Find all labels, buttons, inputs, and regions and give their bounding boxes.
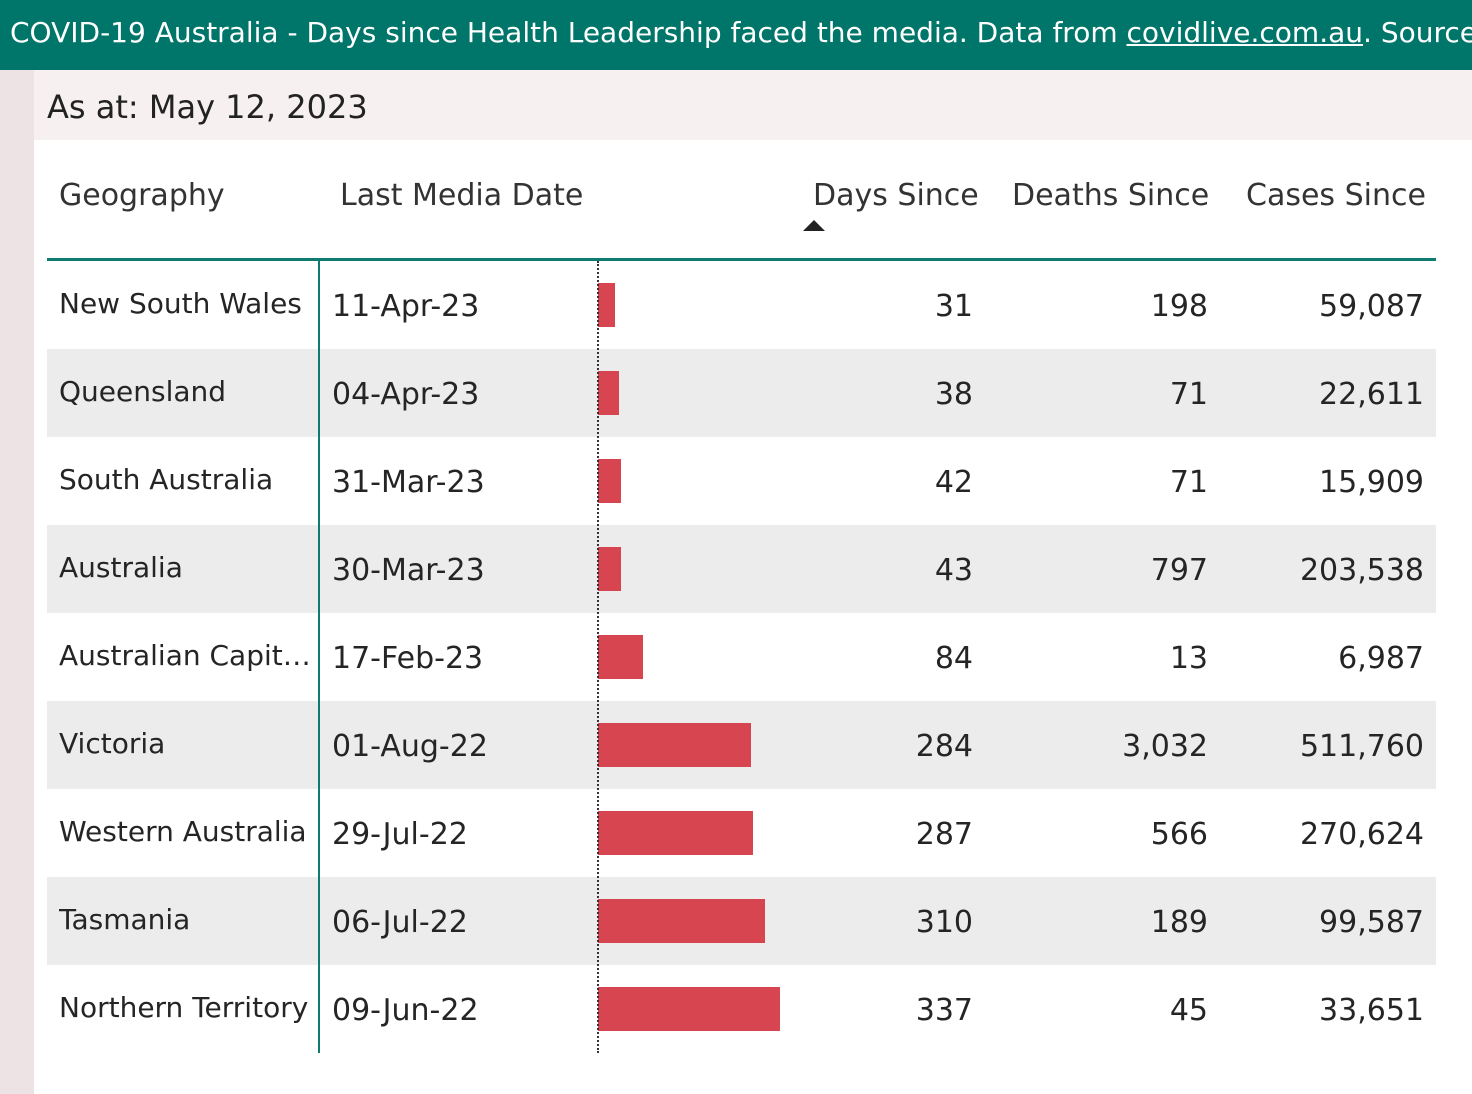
geography-cell: Victoria bbox=[59, 727, 166, 760]
cases-since-cell: 270,624 bbox=[1299, 817, 1424, 852]
days-since-cell: 284 bbox=[915, 729, 973, 764]
geography-cell: South Australia bbox=[59, 463, 274, 496]
table-body: New South Wales 11-Apr-23 31 198 59,087 Queen… bbox=[47, 261, 1436, 1053]
days-since-bar bbox=[598, 371, 619, 415]
days-since-bar bbox=[598, 899, 765, 943]
last-media-date-cell: 30-Mar-23 bbox=[332, 553, 485, 588]
table-row[interactable]: South Australia 31-Mar-23 42 71 15,909 bbox=[47, 437, 1436, 525]
days-since-cell: 38 bbox=[934, 377, 973, 412]
cases-since-cell: 6,987 bbox=[1338, 641, 1424, 676]
deaths-since-cell: 71 bbox=[1169, 377, 1208, 412]
geography-cell: Queensland bbox=[59, 375, 227, 408]
deaths-since-cell: 71 bbox=[1169, 465, 1208, 500]
days-since-bar bbox=[598, 635, 643, 679]
cases-since-cell: 22,611 bbox=[1319, 377, 1424, 412]
last-media-date-cell: 31-Mar-23 bbox=[332, 465, 485, 500]
last-media-date-cell: 09-Jun-22 bbox=[332, 993, 479, 1028]
last-media-date-cell: 11-Apr-23 bbox=[332, 289, 480, 324]
table-row[interactable]: Australian Capital... 17-Feb-23 84 13 6,987 bbox=[47, 613, 1436, 701]
geography-cell: Australian Capital... bbox=[59, 639, 311, 672]
days-since-bar bbox=[598, 547, 621, 591]
deaths-since-cell: 189 bbox=[1150, 905, 1208, 940]
days-since-cell: 42 bbox=[934, 465, 973, 500]
cases-since-cell: 99,587 bbox=[1319, 905, 1424, 940]
days-since-bar bbox=[598, 811, 753, 855]
column-header-deaths-since[interactable]: Deaths Since bbox=[1012, 178, 1210, 213]
table-row[interactable]: Queensland 04-Apr-23 38 71 22,611 bbox=[47, 349, 1436, 437]
last-media-date-cell: 04-Apr-23 bbox=[332, 377, 480, 412]
geography-column-divider bbox=[318, 261, 320, 1053]
header-divider bbox=[47, 258, 1436, 261]
days-since-cell: 337 bbox=[915, 993, 973, 1028]
last-media-date-cell: 01-Aug-22 bbox=[332, 729, 488, 764]
cases-since-cell: 59,087 bbox=[1319, 289, 1424, 324]
days-since-table: Geography Last Media Date Days Since Dea… bbox=[47, 140, 1436, 1094]
geography-cell: New South Wales bbox=[59, 287, 302, 320]
days-since-cell: 287 bbox=[915, 817, 973, 852]
days-since-bar bbox=[598, 987, 780, 1031]
deaths-since-cell: 13 bbox=[1169, 641, 1208, 676]
table-row[interactable]: Australia 30-Mar-23 43 797 203,538 bbox=[47, 525, 1436, 613]
deaths-since-cell: 3,032 bbox=[1122, 729, 1208, 764]
days-since-cell: 43 bbox=[934, 553, 973, 588]
geography-cell: Northern Territory bbox=[59, 991, 309, 1024]
as-at-date: As at: May 12, 2023 bbox=[47, 88, 368, 126]
left-panel-strip bbox=[0, 70, 34, 1094]
deaths-since-cell: 198 bbox=[1150, 289, 1208, 324]
table-row[interactable]: Victoria 01-Aug-22 284 3,032 511,760 bbox=[47, 701, 1436, 789]
column-header-last-media-date[interactable]: Last Media Date bbox=[340, 178, 584, 213]
cases-since-cell: 15,909 bbox=[1319, 465, 1424, 500]
geography-cell: Australia bbox=[59, 551, 183, 584]
cases-since-cell: 33,651 bbox=[1319, 993, 1424, 1028]
covidlive-link[interactable]: covidlive.com.au bbox=[1126, 16, 1364, 49]
days-since-bar bbox=[598, 723, 751, 767]
column-header-cases-since[interactable]: Cases Since bbox=[1246, 178, 1426, 213]
sort-ascending-icon[interactable] bbox=[803, 220, 825, 231]
days-since-cell: 310 bbox=[915, 905, 973, 940]
days-since-cell: 84 bbox=[934, 641, 973, 676]
bar-baseline bbox=[597, 261, 599, 1053]
days-since-bar bbox=[598, 283, 615, 327]
cases-since-cell: 203,538 bbox=[1299, 553, 1424, 588]
table-row[interactable]: Western Australia 29-Jul-22 287 566 270,624 bbox=[47, 789, 1436, 877]
column-header-days-since[interactable]: Days Since bbox=[813, 178, 979, 213]
report-title-banner: COVID-19 Australia - Days since Health L… bbox=[0, 0, 1472, 70]
cases-since-cell: 511,760 bbox=[1299, 729, 1424, 764]
geography-cell: Western Australia bbox=[59, 815, 307, 848]
deaths-since-cell: 566 bbox=[1150, 817, 1208, 852]
column-header-geography[interactable]: Geography bbox=[59, 178, 225, 213]
as-at-bar: As at: May 12, 2023 bbox=[34, 70, 1472, 140]
table-row[interactable]: Tasmania 06-Jul-22 310 189 99,587 bbox=[47, 877, 1436, 965]
banner-text: COVID-19 Australia - Days since Health L… bbox=[10, 16, 1127, 49]
days-since-bar bbox=[598, 459, 621, 503]
geography-cell: Tasmania bbox=[59, 903, 191, 936]
table-row[interactable]: Northern Territory 09-Jun-22 337 45 33,651 bbox=[47, 965, 1436, 1053]
days-since-cell: 31 bbox=[934, 289, 973, 324]
last-media-date-cell: 06-Jul-22 bbox=[332, 905, 468, 940]
deaths-since-cell: 797 bbox=[1150, 553, 1208, 588]
last-media-date-cell: 29-Jul-22 bbox=[332, 817, 468, 852]
deaths-since-cell: 45 bbox=[1169, 993, 1208, 1028]
table-row[interactable]: New South Wales 11-Apr-23 31 198 59,087 bbox=[47, 261, 1436, 349]
last-media-date-cell: 17-Feb-23 bbox=[332, 641, 484, 676]
banner-text-tail: . Source files and bbox=[1363, 16, 1472, 49]
